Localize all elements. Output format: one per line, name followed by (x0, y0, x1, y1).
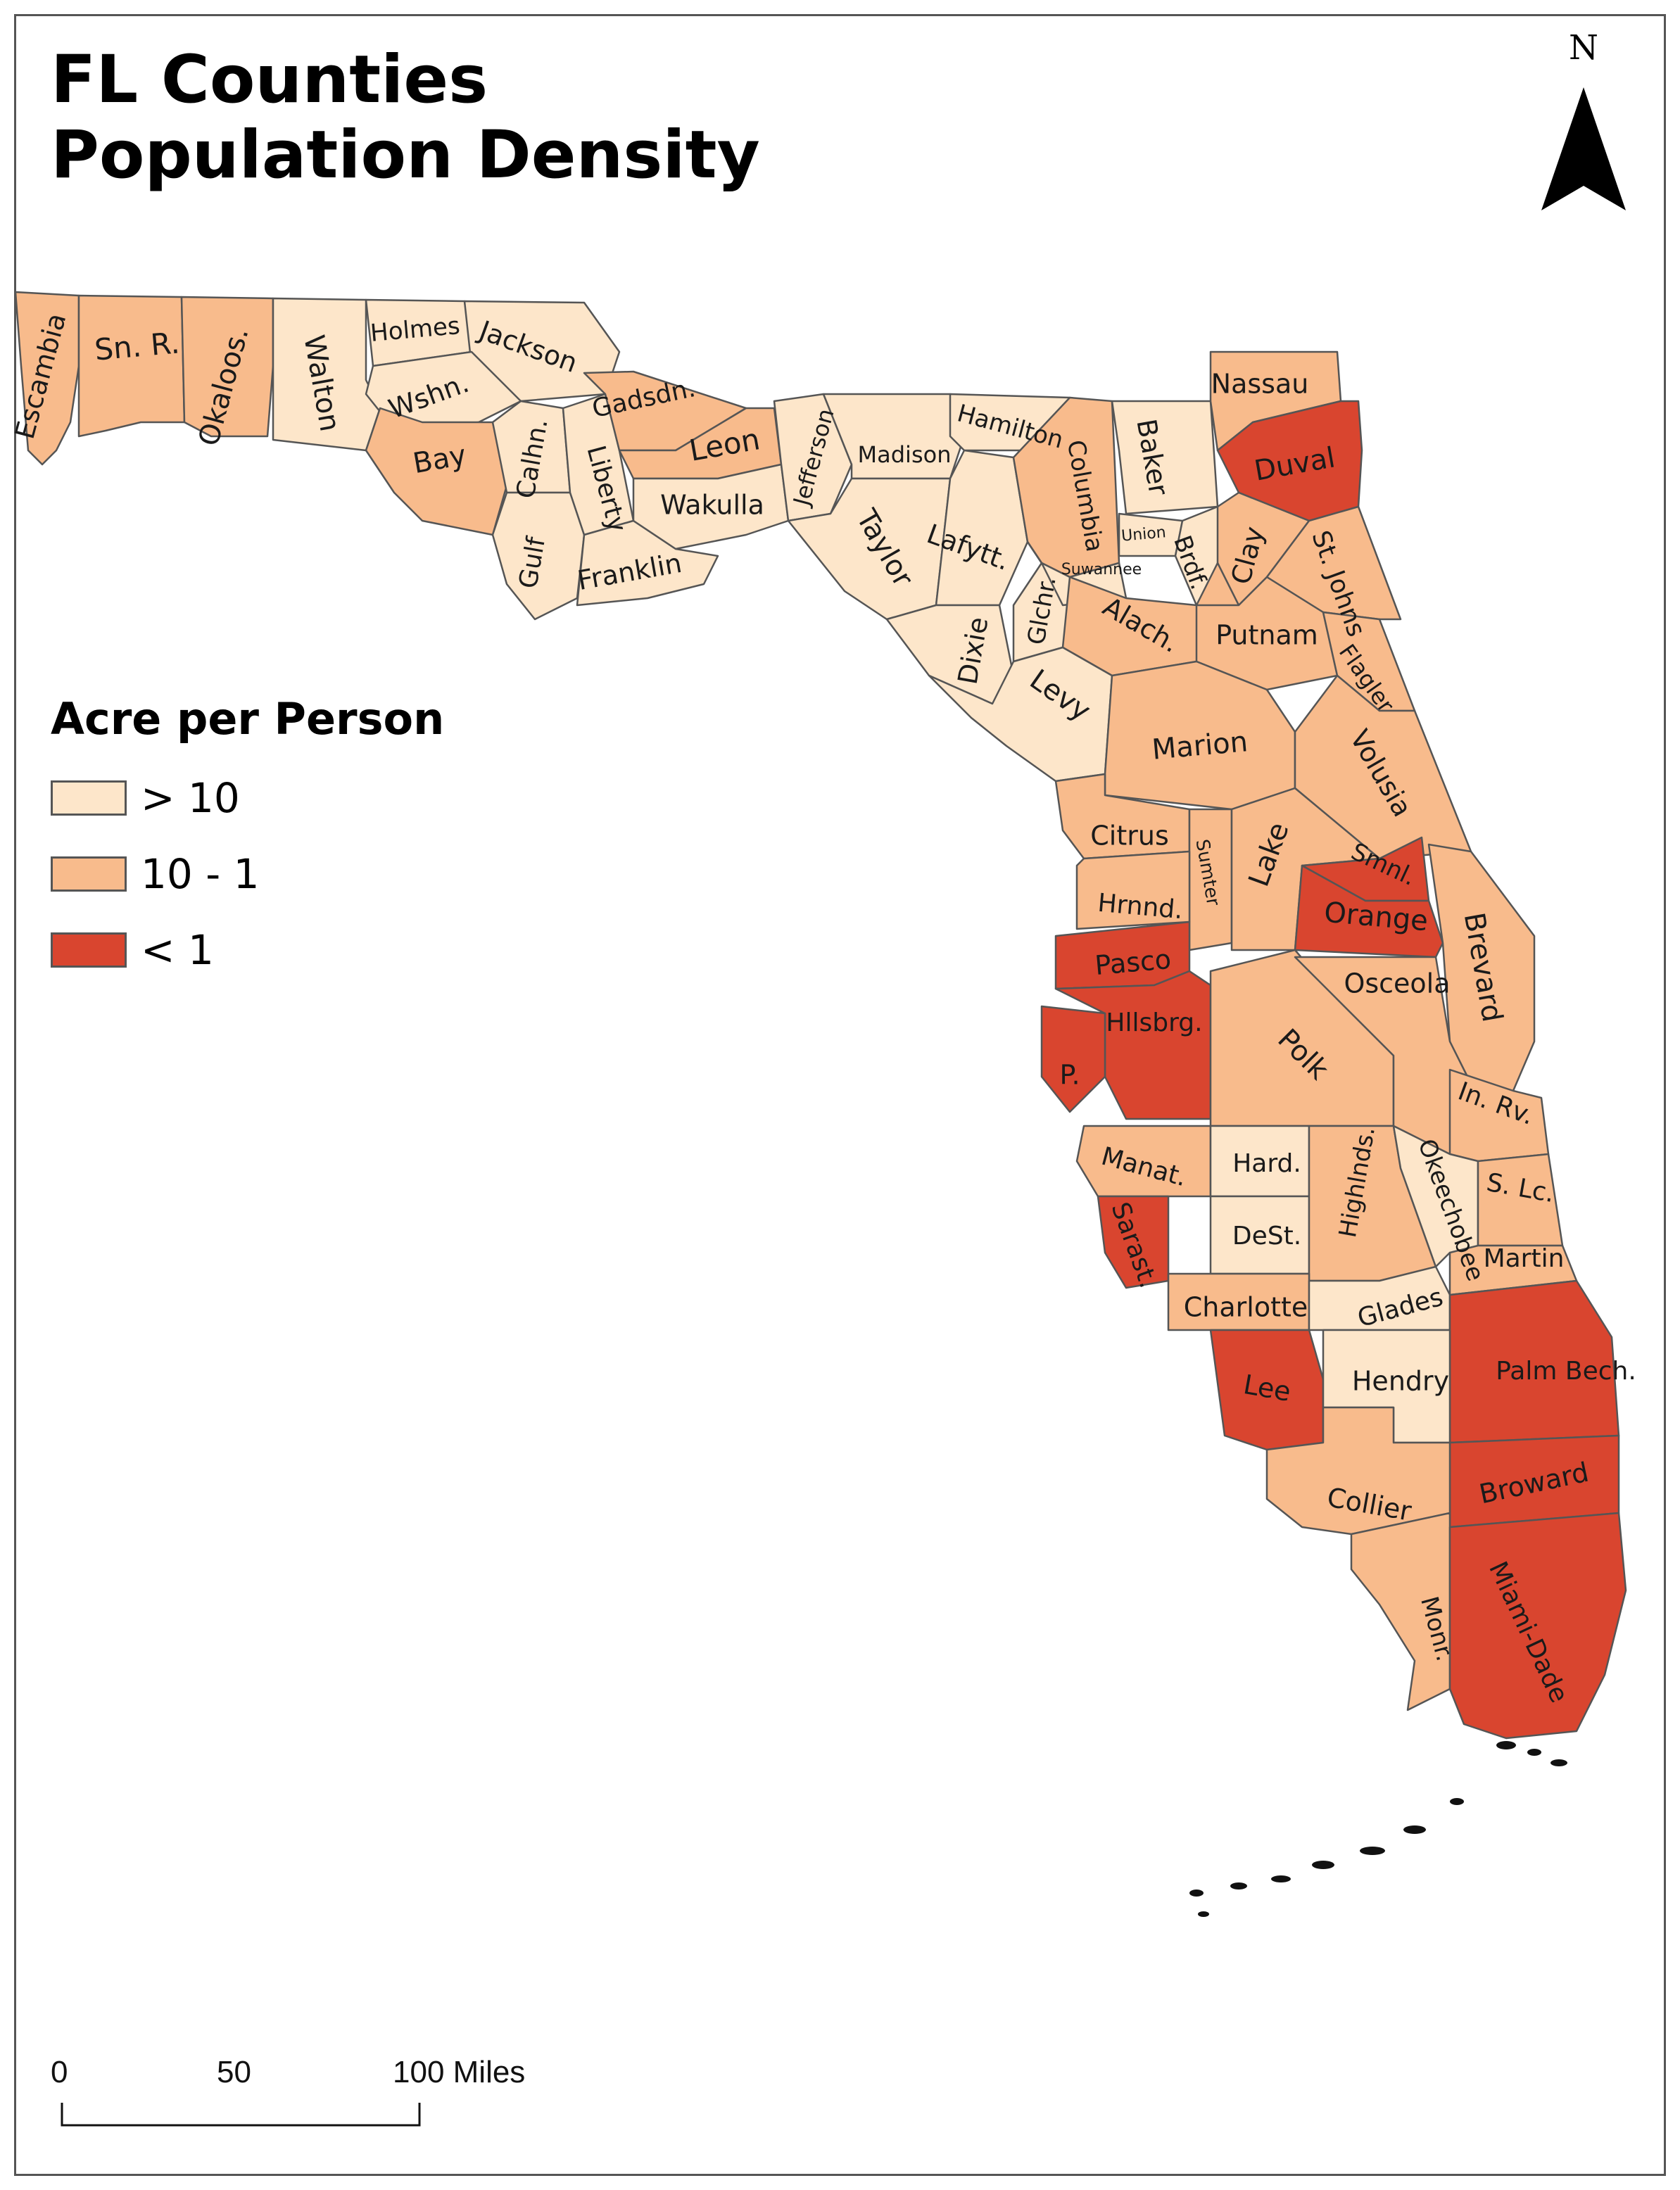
key-island (1527, 1749, 1541, 1756)
key-island (1189, 1890, 1204, 1897)
county-miami-dade (1448, 1512, 1627, 1740)
county-hrnnd (1075, 850, 1191, 930)
county-collier (1265, 1406, 1451, 1536)
legend-item: > 10 (51, 760, 444, 836)
keys-islands (1189, 1741, 1567, 1917)
title-line-2: Population Density (51, 117, 760, 194)
key-island (1271, 1875, 1291, 1882)
county-layer (14, 291, 1627, 1740)
key-island (1450, 1798, 1464, 1805)
scale-label-50: 50 (217, 2055, 251, 2089)
county-label-sn-r: Sn. R. (93, 325, 181, 367)
county-sarast (1097, 1195, 1170, 1289)
key-island (1496, 1741, 1516, 1749)
county-label-martin: Martin (1484, 1244, 1565, 1273)
key-island (1550, 1759, 1567, 1766)
county-label-citrus: Citrus (1090, 821, 1169, 852)
county-label-hllsbrg: Hllsbrg. (1106, 1008, 1202, 1037)
county-sumter (1188, 808, 1233, 951)
county-sn-r (77, 294, 186, 438)
legend-swatch (51, 780, 127, 816)
county-label-putnam: Putnam (1215, 620, 1318, 651)
county-label-hendry: Hendry (1352, 1366, 1449, 1397)
scale-bar: 0 50 100 Miles (51, 2055, 525, 2153)
north-label: N (1569, 28, 1598, 68)
scale-label-100: 100 Miles (393, 2055, 526, 2089)
legend-swatch (51, 932, 127, 968)
legend: Acre per Person > 10 10 - 1 < 1 (51, 693, 444, 988)
key-island (1198, 1911, 1209, 1917)
key-island (1403, 1825, 1426, 1834)
legend-label: < 1 (141, 926, 214, 974)
county-label-osceola: Osceola (1344, 968, 1450, 999)
legend-label: 10 - 1 (141, 850, 260, 898)
legend-label: > 10 (141, 774, 240, 822)
map-title: FL Counties Population Density (51, 42, 760, 193)
legend-item: < 1 (51, 912, 444, 988)
county-label-charlotte: Charlotte (1184, 1292, 1308, 1323)
county-label-wakulla: Wakulla (660, 490, 764, 521)
county-wakulla (632, 463, 790, 550)
county-label-p: P. (1059, 1060, 1080, 1091)
title-line-1: FL Counties (51, 42, 488, 118)
north-arrow: N (1534, 28, 1633, 218)
county-label-suwannee: Suwannee (1061, 561, 1142, 578)
key-island (1360, 1847, 1385, 1855)
county-label-madison: Madison (858, 441, 952, 468)
key-island (1312, 1861, 1334, 1869)
county-martin (1448, 1244, 1578, 1296)
key-island (1230, 1882, 1247, 1890)
scale-bar-line (61, 2103, 421, 2127)
legend-title: Acre per Person (51, 693, 445, 745)
county-p (1040, 1005, 1106, 1113)
county-label-palm-bech: Palm Bech. (1496, 1357, 1636, 1386)
county-label-union: Union (1120, 524, 1166, 545)
county-label-dest: DeSt. (1232, 1222, 1301, 1251)
county-baker (1111, 400, 1219, 515)
legend-swatch (51, 856, 127, 892)
north-arrow-icon (1541, 87, 1626, 210)
county-label-nassau: Nassau (1211, 369, 1309, 400)
legend-item: 10 - 1 (51, 836, 444, 912)
county-label-hard: Hard. (1232, 1149, 1301, 1178)
county-label-pasco: Pasco (1094, 944, 1173, 981)
scale-label-0: 0 (51, 2055, 68, 2089)
